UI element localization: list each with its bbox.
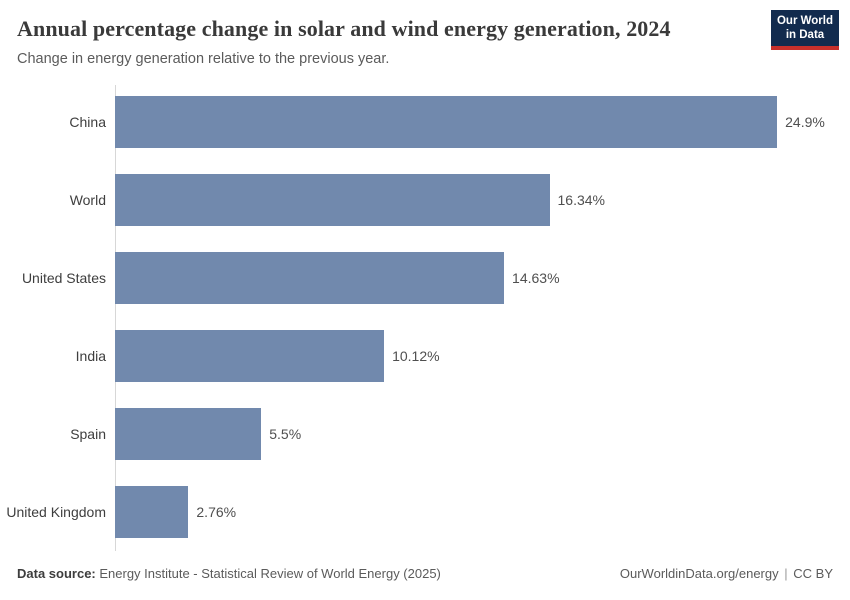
owid-logo[interactable]: Our World in Data <box>771 10 839 50</box>
value-label: 24.9% <box>785 114 825 130</box>
chart-row[interactable]: China 24.9% <box>0 96 850 148</box>
value-label: 14.63% <box>512 270 560 286</box>
value-label: 5.5% <box>269 426 302 442</box>
category-label: United Kingdom <box>6 504 106 520</box>
chart-subtitle: Change in energy generation relative to … <box>17 51 390 67</box>
chart-row[interactable]: India 10.12% <box>0 330 850 382</box>
owid-logo-line1: Our World <box>776 14 833 27</box>
bar-area: 16.34% <box>115 174 825 226</box>
chart-row[interactable]: United States 14.63% <box>0 252 850 304</box>
chart-header: Annual percentage change in solar and wi… <box>17 16 757 67</box>
chart-row[interactable]: Spain 5.5% <box>0 408 850 460</box>
bar[interactable] <box>115 96 778 148</box>
data-source-note: Data source: Energy Institute - Statisti… <box>17 566 441 581</box>
bar[interactable] <box>115 174 550 226</box>
bar-area: 2.76% <box>115 486 825 538</box>
chart-footer: Data source: Energy Institute - Statisti… <box>17 566 833 581</box>
chart-row[interactable]: United Kingdom 2.76% <box>0 486 850 538</box>
bar-area: 24.9% <box>115 96 825 148</box>
value-label: 16.34% <box>557 192 605 208</box>
data-source-label: Data source: <box>17 566 96 581</box>
bar[interactable] <box>115 408 262 460</box>
category-label: China <box>69 114 106 130</box>
owid-logo-line2: in Data <box>785 29 825 41</box>
bar[interactable] <box>115 252 505 304</box>
value-label: 2.76% <box>196 504 237 520</box>
bar[interactable] <box>115 486 189 538</box>
license-link[interactable]: CC BY <box>793 566 833 581</box>
data-source-text: Energy Institute - Statistical Review of… <box>95 566 441 581</box>
bar-area: 14.63% <box>115 252 825 304</box>
chart-title: Annual percentage change in solar and wi… <box>17 16 671 41</box>
category-label: United States <box>21 270 106 286</box>
bar[interactable] <box>115 330 385 382</box>
y-axis-line <box>115 85 116 551</box>
bar-area: 5.5% <box>115 408 825 460</box>
chart-row[interactable]: World 16.34% <box>0 174 850 226</box>
footer-separator: | <box>784 566 788 581</box>
category-label: India <box>75 348 106 364</box>
footer-links: OurWorldinData.org/energy | CC BY <box>620 566 833 581</box>
bar-chart: China 24.9% World 16.34% United States 14.63%… <box>0 96 850 564</box>
value-label: 10.12% <box>392 348 440 364</box>
category-label: World <box>69 192 106 208</box>
owid-url-link[interactable]: OurWorldinData.org/energy <box>619 566 779 581</box>
bar-area: 10.12% <box>115 330 825 382</box>
category-label: Spain <box>70 426 106 442</box>
